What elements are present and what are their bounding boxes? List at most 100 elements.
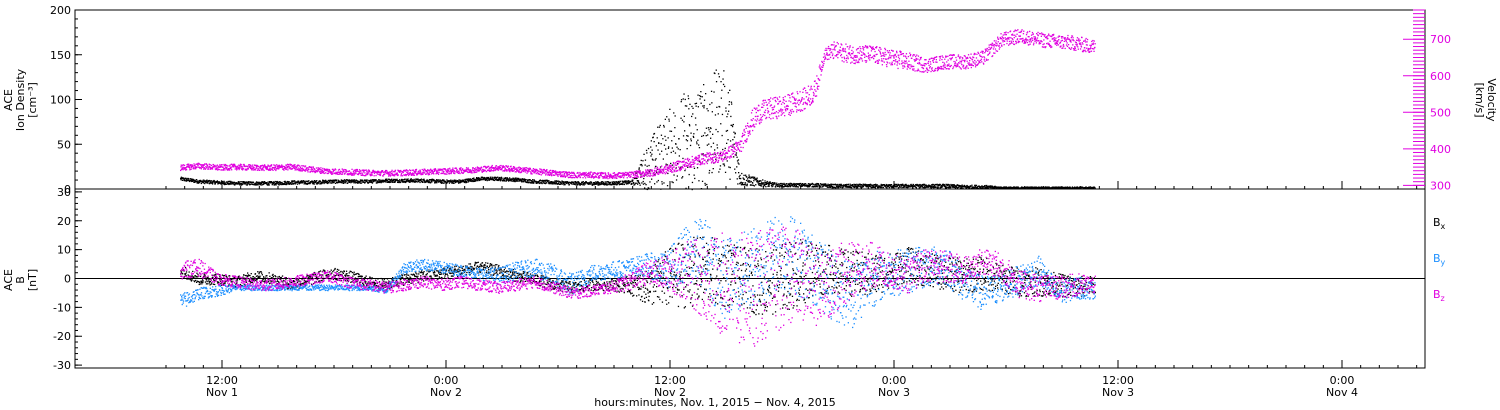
- point-density: [556, 182, 558, 184]
- point-velocity: [394, 169, 397, 171]
- point-density: [346, 179, 349, 181]
- point-density: [625, 181, 628, 183]
- point-density: [708, 129, 710, 131]
- point-density: [545, 179, 547, 181]
- point-velocity: [396, 172, 398, 174]
- point-velocity: [379, 174, 382, 176]
- point-density: [598, 183, 600, 185]
- point-density: [663, 126, 665, 128]
- point-velocity: [246, 165, 249, 167]
- point-density: [469, 179, 471, 182]
- point-density: [662, 138, 664, 140]
- point-density: [742, 184, 745, 186]
- point-density: [231, 183, 233, 185]
- point-velocity: [432, 170, 434, 172]
- point-density: [208, 180, 210, 182]
- point-velocity: [516, 167, 518, 169]
- point-velocity: [323, 172, 325, 175]
- point-density: [737, 183, 739, 185]
- point-density: [261, 181, 263, 183]
- point-velocity: [607, 175, 609, 177]
- point-density: [778, 183, 780, 185]
- point-density: [701, 96, 703, 98]
- point-velocity: [393, 173, 395, 175]
- point-density: [439, 179, 441, 182]
- point-density: [651, 158, 654, 160]
- point-density: [440, 181, 442, 183]
- point-density: [669, 108, 671, 110]
- point-density: [639, 170, 641, 172]
- point-density: [715, 128, 717, 131]
- point-velocity: [437, 173, 440, 175]
- point-velocity: [433, 173, 435, 175]
- point-velocity: [227, 165, 229, 167]
- point-density: [365, 180, 368, 183]
- point-density: [238, 182, 240, 184]
- point-density: [667, 172, 669, 175]
- point-density: [816, 184, 818, 187]
- point-density: [570, 183, 573, 185]
- point-density: [370, 180, 372, 182]
- point-density: [229, 180, 231, 182]
- top-y2tick-label: 300: [1430, 179, 1451, 192]
- point-velocity: [183, 164, 186, 166]
- point-density: [281, 181, 283, 184]
- point-density: [723, 70, 725, 72]
- point-density: [735, 172, 737, 174]
- point-density: [330, 182, 332, 184]
- point-velocity: [221, 169, 223, 171]
- point-density: [457, 181, 460, 183]
- point-density: [745, 174, 747, 176]
- point-velocity: [623, 177, 625, 179]
- point-density: [479, 178, 481, 180]
- point-velocity: [287, 164, 290, 166]
- point-velocity: [469, 169, 472, 171]
- point-velocity: [635, 176, 637, 178]
- point-density: [694, 103, 696, 105]
- point-density: [665, 139, 667, 141]
- point-density: [675, 179, 678, 181]
- point-density: [543, 181, 545, 183]
- point-density: [719, 165, 722, 167]
- point-density: [733, 136, 736, 138]
- point-velocity: [455, 167, 458, 169]
- point-density: [414, 181, 416, 183]
- point-velocity: [459, 172, 461, 175]
- point-density: [582, 181, 584, 183]
- point-density: [461, 181, 463, 183]
- point-density: [606, 184, 608, 186]
- point-velocity: [210, 164, 213, 167]
- point-density: [523, 179, 525, 181]
- point-density: [378, 181, 381, 184]
- point-velocity: [544, 172, 546, 174]
- point-density: [582, 184, 584, 186]
- point-density: [692, 135, 694, 138]
- point-density: [202, 179, 204, 181]
- point-density: [321, 181, 323, 184]
- point-density: [696, 129, 698, 131]
- point-velocity: [633, 174, 635, 176]
- point-density: [624, 180, 626, 182]
- point-density: [850, 187, 853, 189]
- point-density: [750, 184, 752, 186]
- point-density: [283, 183, 285, 185]
- point-density: [772, 185, 774, 187]
- point-density: [543, 182, 545, 184]
- point-density: [400, 181, 402, 183]
- point-density: [200, 182, 202, 185]
- point-density: [505, 177, 507, 179]
- point-velocity: [446, 173, 448, 175]
- point-density: [237, 182, 239, 184]
- point-density: [655, 145, 657, 147]
- point-density: [192, 180, 194, 182]
- point-density: [854, 183, 857, 186]
- point-density: [414, 180, 417, 183]
- point-velocity: [557, 175, 559, 177]
- point-density: [387, 178, 389, 180]
- point-density: [290, 180, 293, 182]
- point-density: [792, 185, 794, 188]
- point-density: [729, 166, 731, 169]
- point-density: [198, 182, 201, 184]
- point-density: [588, 183, 590, 185]
- point-density: [348, 179, 350, 181]
